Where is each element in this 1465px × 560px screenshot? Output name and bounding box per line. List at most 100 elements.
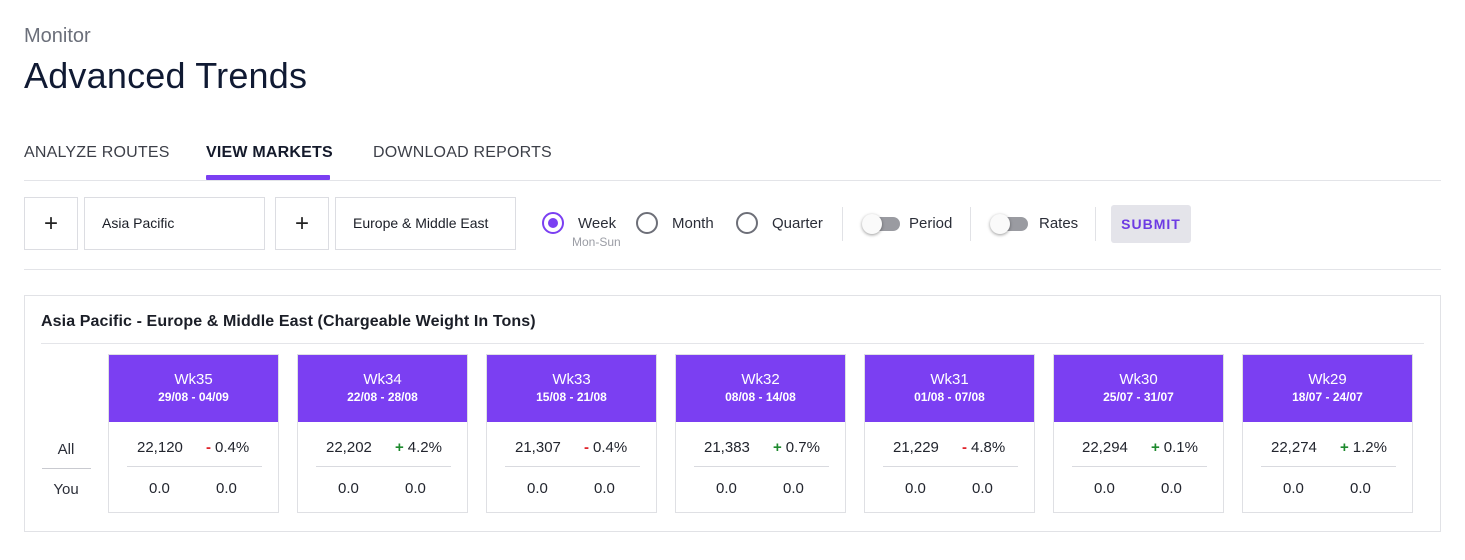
week-header: Wk35 29/08 - 04/09 <box>109 355 278 422</box>
week-name: Wk35 <box>174 371 213 388</box>
plus-icon: + <box>294 209 309 237</box>
change-percent: 4.2% <box>407 439 442 456</box>
decrease-icon: - <box>962 439 967 456</box>
week-date-range: 22/08 - 28/08 <box>347 390 418 404</box>
all-value: 22,294 <box>1082 439 1128 456</box>
rates-toggle[interactable] <box>990 214 1028 234</box>
change-value: +4.2% <box>395 439 442 456</box>
week-name: Wk31 <box>930 371 969 388</box>
change-percent: 0.4% <box>215 439 250 456</box>
you-change-value: 0.0 <box>405 480 426 497</box>
week-name: Wk33 <box>552 371 591 388</box>
submit-button[interactable]: SUBMIT <box>1111 205 1191 243</box>
week-date-range: 15/08 - 21/08 <box>536 390 607 404</box>
radio-week-sublabel: Mon-Sun <box>572 235 621 249</box>
week-card: Wk33 15/08 - 21/08 21,307 -0.4% 0.0 0.0 <box>486 354 657 513</box>
card-divider <box>127 466 262 467</box>
divider <box>1095 207 1096 241</box>
market-trends-panel: Asia Pacific - Europe & Middle East (Cha… <box>24 295 1441 532</box>
week-card: Wk35 29/08 - 04/09 22,120 -0.4% 0.0 0.0 <box>108 354 279 513</box>
card-divider <box>1261 466 1396 467</box>
change-percent: 0.4% <box>593 439 628 456</box>
week-header: Wk29 18/07 - 24/07 <box>1243 355 1412 422</box>
you-change-value: 0.0 <box>1161 480 1182 497</box>
week-card: Wk31 01/08 - 07/08 21,229 -4.8% 0.0 0.0 <box>864 354 1035 513</box>
radio-quarter[interactable] <box>736 212 758 234</box>
period-toggle-label: Period <box>909 215 953 232</box>
change-percent: 4.8% <box>971 439 1006 456</box>
you-value: 0.0 <box>1283 480 1304 497</box>
page-subtitle: Monitor <box>24 25 91 47</box>
week-card: Wk29 18/07 - 24/07 22,274 +1.2% 0.0 0.0 <box>1242 354 1413 513</box>
radio-month[interactable] <box>636 212 658 234</box>
destination-field[interactable]: Europe & Middle East <box>335 197 516 250</box>
change-percent: 0.7% <box>785 439 820 456</box>
toggle-knob <box>862 214 882 234</box>
radio-week-label: Week <box>578 215 617 232</box>
week-date-range: 29/08 - 04/09 <box>158 390 229 404</box>
you-change-value: 0.0 <box>1350 480 1371 497</box>
card-divider <box>505 466 640 467</box>
card-divider <box>883 466 1018 467</box>
change-value: -0.4% <box>206 439 249 456</box>
origin-field[interactable]: Asia Pacific <box>84 197 265 250</box>
week-date-range: 08/08 - 14/08 <box>725 390 796 404</box>
increase-icon: + <box>1151 439 1160 456</box>
you-value: 0.0 <box>527 480 548 497</box>
all-value: 22,202 <box>326 439 372 456</box>
period-toggle[interactable] <box>862 214 900 234</box>
week-header: Wk33 15/08 - 21/08 <box>487 355 656 422</box>
tab-view-markets[interactable]: VIEW MARKETS <box>206 144 333 161</box>
tab-analyze-routes[interactable]: ANALYZE ROUTES <box>24 144 170 161</box>
week-date-range: 25/07 - 31/07 <box>1103 390 1174 404</box>
all-value: 21,229 <box>893 439 939 456</box>
card-divider <box>1072 466 1207 467</box>
increase-icon: + <box>1340 439 1349 456</box>
you-change-value: 0.0 <box>972 480 993 497</box>
increase-icon: + <box>773 439 782 456</box>
week-card: Wk32 08/08 - 14/08 21,383 +0.7% 0.0 0.0 <box>675 354 846 513</box>
increase-icon: + <box>395 439 404 456</box>
add-destination-button[interactable]: + <box>275 197 329 250</box>
all-value: 21,383 <box>704 439 750 456</box>
change-value: +0.7% <box>773 439 820 456</box>
week-name: Wk34 <box>363 371 402 388</box>
card-divider <box>316 466 451 467</box>
add-origin-button[interactable]: + <box>24 197 78 250</box>
tab-bar: ANALYZE ROUTES VIEW MARKETS DOWNLOAD REP… <box>24 135 1441 181</box>
rates-toggle-label: Rates <box>1039 215 1079 232</box>
all-value: 21,307 <box>515 439 561 456</box>
filter-bar: + Asia Pacific + Europe & Middle East We… <box>24 197 1441 270</box>
week-date-range: 18/07 - 24/07 <box>1292 390 1363 404</box>
page-title: Advanced Trends <box>24 55 308 96</box>
week-header: Wk31 01/08 - 07/08 <box>865 355 1034 422</box>
change-value: -0.4% <box>584 439 627 456</box>
decrease-icon: - <box>206 439 211 456</box>
change-value: +1.2% <box>1340 439 1387 456</box>
radio-month-label: Month <box>672 215 714 232</box>
panel-title: Asia Pacific - Europe & Middle East (Cha… <box>41 313 536 330</box>
week-name: Wk30 <box>1119 371 1158 388</box>
week-card: Wk30 25/07 - 31/07 22,294 +0.1% 0.0 0.0 <box>1053 354 1224 513</box>
week-name: Wk32 <box>741 371 780 388</box>
card-divider <box>694 466 829 467</box>
week-date-range: 01/08 - 07/08 <box>914 390 985 404</box>
row-divider <box>42 468 91 469</box>
plus-icon: + <box>43 209 58 237</box>
tab-download-reports[interactable]: DOWNLOAD REPORTS <box>373 144 552 161</box>
you-value: 0.0 <box>905 480 926 497</box>
you-value: 0.0 <box>338 480 359 497</box>
radio-week[interactable] <box>542 212 564 234</box>
you-change-value: 0.0 <box>216 480 237 497</box>
you-change-value: 0.0 <box>783 480 804 497</box>
week-header: Wk30 25/07 - 31/07 <box>1054 355 1223 422</box>
divider <box>842 207 843 241</box>
you-value: 0.0 <box>149 480 170 497</box>
all-value: 22,274 <box>1271 439 1317 456</box>
all-value: 22,120 <box>137 439 183 456</box>
change-percent: 0.1% <box>1163 439 1198 456</box>
you-value: 0.0 <box>716 480 737 497</box>
toggle-knob <box>990 214 1010 234</box>
panel-divider <box>41 343 1424 344</box>
row-label-all: All <box>57 441 75 458</box>
